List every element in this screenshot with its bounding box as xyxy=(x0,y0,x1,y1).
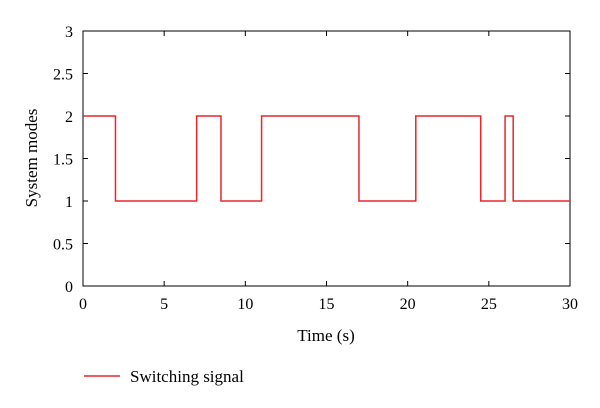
x-axis-ticks: 0 5 10 15 20 25 30 xyxy=(79,31,578,313)
y-tick-label: 1 xyxy=(65,194,73,211)
x-tick-label: 25 xyxy=(481,296,497,313)
x-tick-label: 5 xyxy=(160,296,168,313)
y-tick-label: 0.5 xyxy=(53,237,73,254)
x-tick-label: 15 xyxy=(319,296,335,313)
plot-frame xyxy=(82,30,571,287)
y-tick-label: 2 xyxy=(65,109,73,126)
legend-label: Switching signal xyxy=(130,367,244,386)
x-tick-label: 20 xyxy=(400,296,416,313)
y-tick-label: 1.5 xyxy=(53,152,73,169)
series-layer xyxy=(83,115,570,202)
y-axis-ticks: 0 0.5 1 1.5 2 2.5 3 xyxy=(53,24,570,296)
y-tick-label: 3 xyxy=(65,24,73,41)
y-tick-label: 0 xyxy=(65,279,73,296)
series-switching-signal xyxy=(83,115,570,202)
x-tick-label: 0 xyxy=(79,296,87,313)
y-tick-label: 2.5 xyxy=(53,67,73,84)
y-axis-title: System modes xyxy=(22,109,41,208)
legend: Switching signal xyxy=(84,367,244,386)
x-tick-label: 30 xyxy=(562,296,578,313)
x-axis-title: Time (s) xyxy=(297,326,354,345)
x-tick-label: 10 xyxy=(237,296,253,313)
